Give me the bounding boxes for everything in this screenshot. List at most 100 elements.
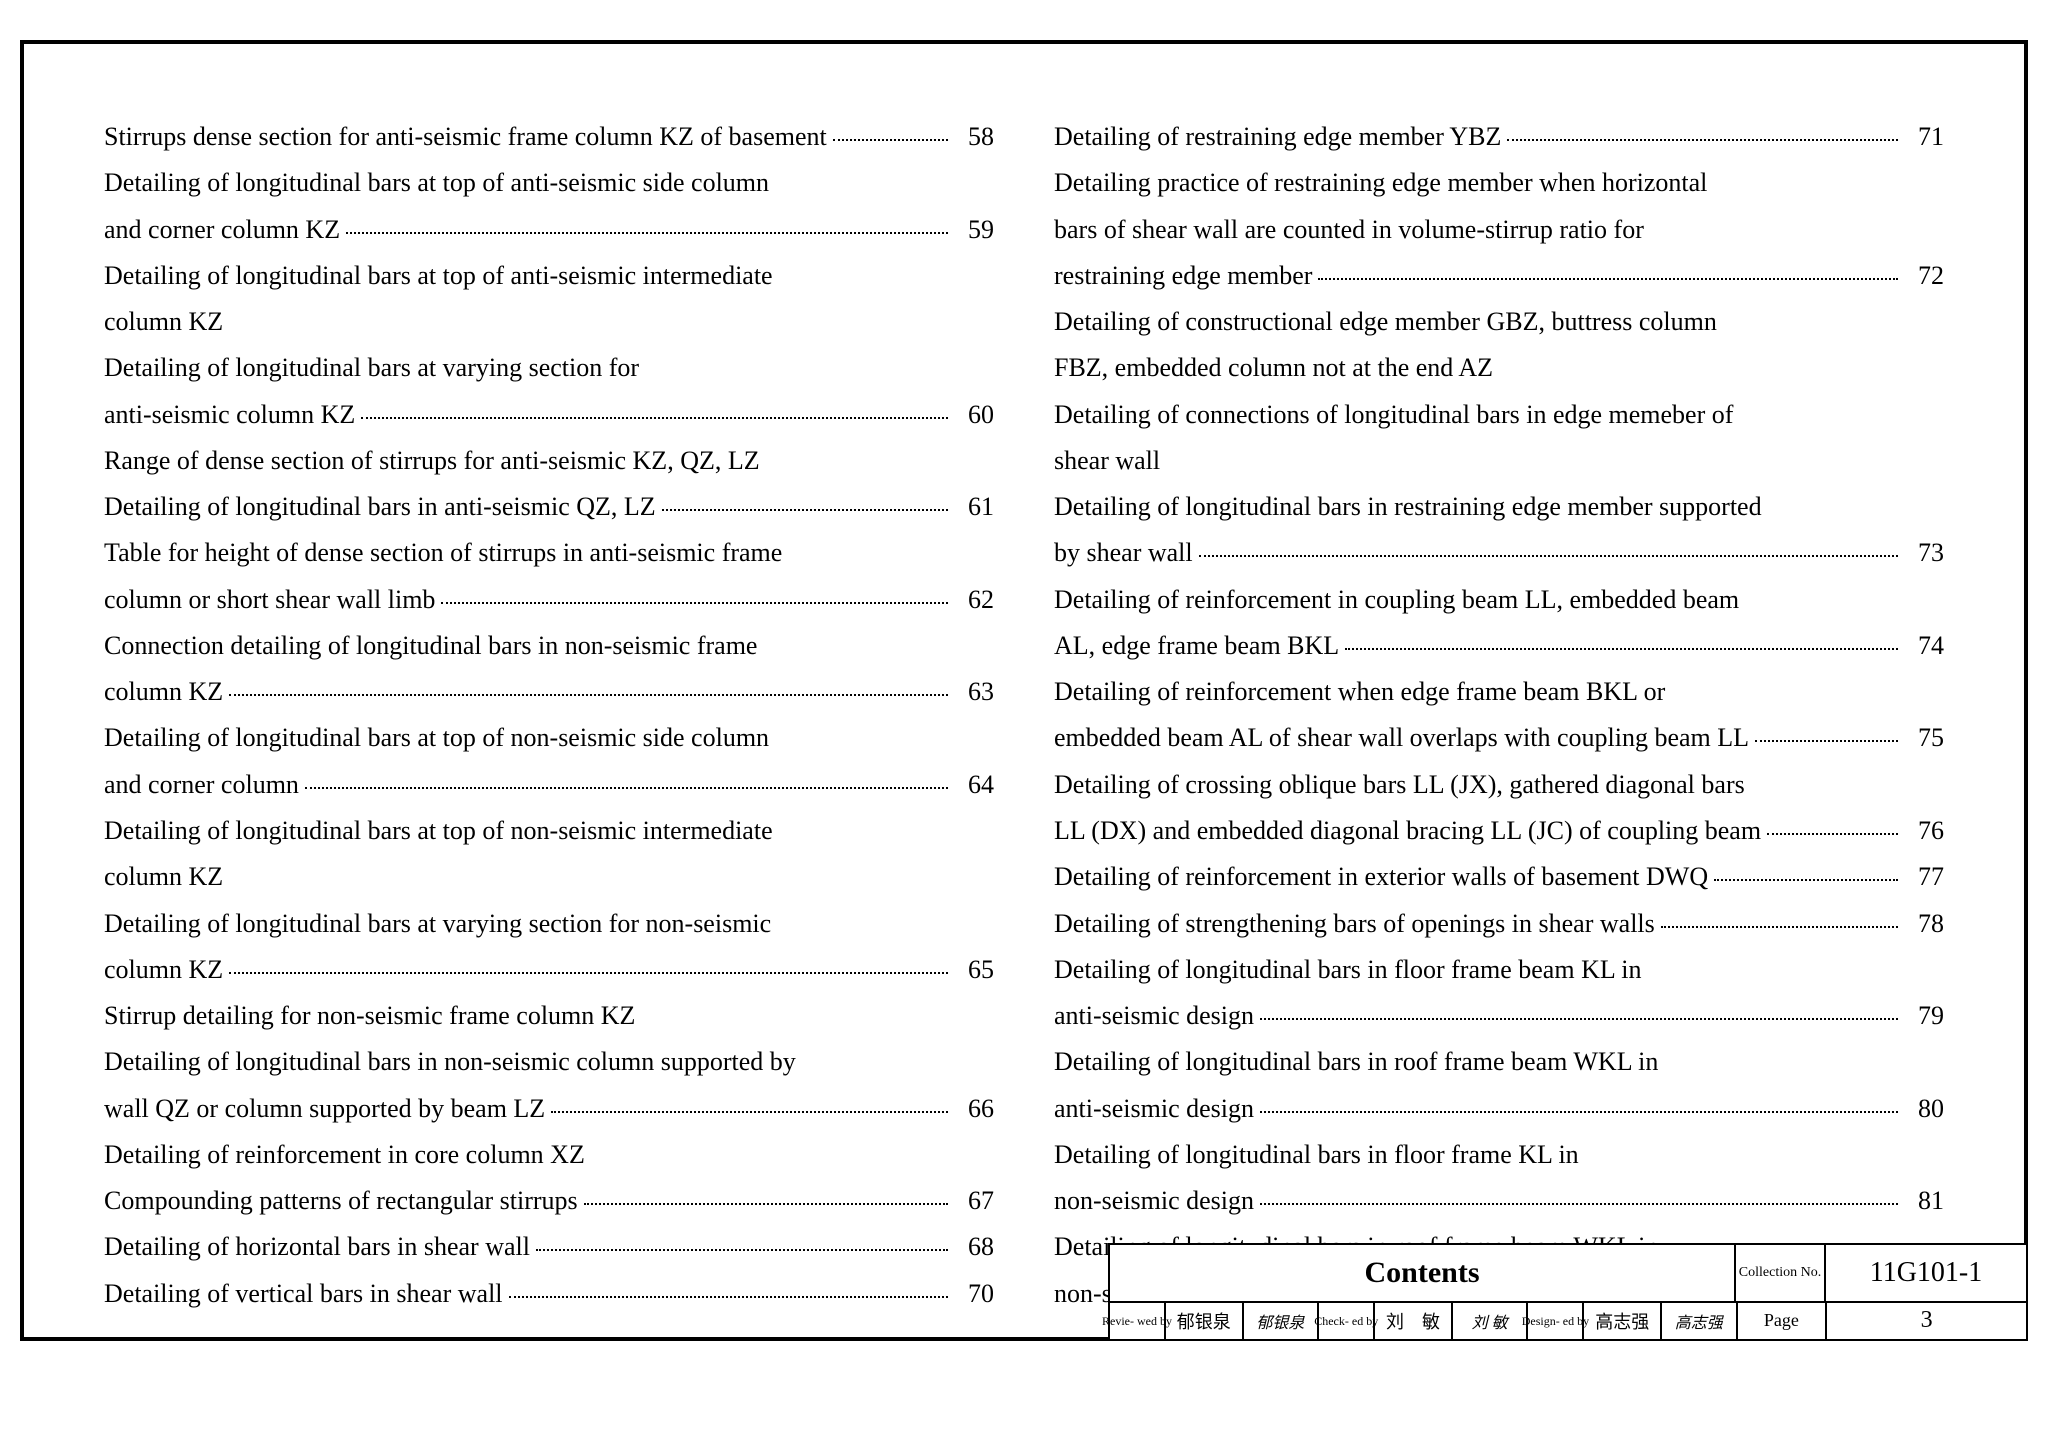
toc-text: LL (DX) and embedded diagonal bracing LL… (1054, 808, 1761, 854)
toc-leader-dots (551, 1111, 948, 1113)
toc-page-number: 65 (954, 947, 994, 993)
toc-text: anti-seismic column KZ (104, 392, 355, 438)
toc-text: AL, edge frame beam BKL (1054, 623, 1339, 669)
toc-page-number: 78 (1904, 901, 1944, 947)
checked-by-signature: 刘 敏 (1453, 1303, 1529, 1339)
toc-page-number: 68 (954, 1224, 994, 1270)
toc-column-right: Detailing of restraining edge member YBZ… (1054, 114, 1944, 1317)
toc-entry: and corner column KZ59 (104, 207, 994, 253)
toc-text: embedded beam AL of shear wall overlaps … (1054, 715, 1749, 761)
toc-leader-dots (1507, 139, 1898, 141)
toc-line: Detailing of longitudinal bars in floor … (1054, 1132, 1944, 1178)
toc-page-number: 81 (1904, 1178, 1944, 1224)
drawing-sheet: Stirrups dense section for anti-seismic … (20, 40, 2028, 1341)
toc-entry: Detailing of reinforcement in exterior w… (1054, 854, 1944, 900)
toc-entry: LL (DX) and embedded diagonal bracing LL… (1054, 808, 1944, 854)
toc-line: Detailing of reinforcement in coupling b… (1054, 577, 1944, 623)
toc-entry: and corner column 64 (104, 762, 994, 808)
toc-entry: Compounding patterns of rectangular stir… (104, 1178, 994, 1224)
toc-line: shear wall (1054, 438, 1944, 484)
toc-entry: column KZ 63 (104, 669, 994, 715)
toc-line: Detailing of longitudinal bars in non-se… (104, 1039, 994, 1085)
page-value: 3 (1827, 1303, 2026, 1339)
toc-page-number: 71 (1904, 114, 1944, 160)
toc-line: Detailing practice of restraining edge m… (1054, 160, 1944, 206)
toc-entry: embedded beam AL of shear wall overlaps … (1054, 715, 1944, 761)
title-block: Contents Collection No. 11G101-1 Revie- … (1108, 1243, 2028, 1341)
toc-line: FBZ, embedded column not at the end AZ (1054, 345, 1944, 391)
toc-page-number: 75 (1904, 715, 1944, 761)
toc-leader-dots (1661, 926, 1898, 928)
toc-leader-dots (1755, 740, 1898, 742)
checked-by-label: Check- ed by (1319, 1303, 1375, 1339)
toc-leader-dots (305, 787, 948, 789)
toc-page-number: 62 (954, 577, 994, 623)
toc-page-number: 70 (954, 1271, 994, 1317)
toc-leader-dots (1260, 1018, 1898, 1020)
toc-page-number: 74 (1904, 623, 1944, 669)
toc-entry: column or short shear wall limb62 (104, 577, 994, 623)
toc-leader-dots (1199, 555, 1898, 557)
toc-text: by shear wall (1054, 530, 1193, 576)
toc-leader-dots (1714, 879, 1898, 881)
toc-leader-dots (229, 972, 948, 974)
toc-entry: anti-seismic column KZ60 (104, 392, 994, 438)
toc-leader-dots (509, 1296, 948, 1298)
toc-entry: Detailing of restraining edge member YBZ… (1054, 114, 1944, 160)
toc-text: column KZ (104, 947, 223, 993)
designed-by-label: Design- ed by (1528, 1303, 1584, 1339)
toc-entry: by shear wall 73 (1054, 530, 1944, 576)
toc-line: Detailing of longitudinal bars at varyin… (104, 901, 994, 947)
toc-line: Detailing of longitudinal bars at top of… (104, 715, 994, 761)
toc-page-number: 61 (954, 484, 994, 530)
toc-text: and corner column KZ (104, 207, 340, 253)
toc-text: Detailing of strengthening bars of openi… (1054, 901, 1655, 947)
toc-page-number: 73 (1904, 530, 1944, 576)
toc-page-number: 76 (1904, 808, 1944, 854)
toc-line: Detailing of crossing oblique bars LL (J… (1054, 762, 1944, 808)
toc-entry: Stirrups dense section for anti-seismic … (104, 114, 994, 160)
toc-line: Detailing of connections of longitudinal… (1054, 392, 1944, 438)
toc-text: Detailing of longitudinal bars in anti-s… (104, 484, 656, 530)
toc-line: Connection detailing of longitudinal bar… (104, 623, 994, 669)
toc-page-number: 77 (1904, 854, 1944, 900)
collection-no-value: 11G101-1 (1826, 1245, 2026, 1301)
toc-columns: Stirrups dense section for anti-seismic … (104, 114, 1944, 1317)
toc-entry: anti-seismic design 80 (1054, 1086, 1944, 1132)
toc-text: Stirrups dense section for anti-seismic … (104, 114, 827, 160)
toc-text: anti-seismic design (1054, 1086, 1254, 1132)
toc-leader-dots (833, 139, 948, 141)
toc-line: Detailing of longitudinal bars in roof f… (1054, 1039, 1944, 1085)
toc-page-number: 64 (954, 762, 994, 808)
toc-leader-dots (1260, 1203, 1898, 1205)
toc-line: Detailing of longitudinal bars at top of… (104, 160, 994, 206)
toc-text: and corner column (104, 762, 299, 808)
toc-text: Detailing of restraining edge member YBZ (1054, 114, 1501, 160)
toc-leader-dots (1767, 833, 1898, 835)
toc-page-number: 63 (954, 669, 994, 715)
toc-leader-dots (536, 1249, 948, 1251)
toc-leader-dots (1318, 278, 1898, 280)
reviewed-by-label: Revie- wed by (1110, 1303, 1166, 1339)
toc-leader-dots (229, 694, 948, 696)
toc-text: Detailing of horizontal bars in shear wa… (104, 1224, 530, 1270)
toc-page-number: 79 (1904, 993, 1944, 1039)
toc-leader-dots (662, 509, 948, 511)
toc-text: column KZ (104, 669, 223, 715)
reviewed-by-signature: 郁银泉 (1244, 1303, 1320, 1339)
toc-text: restraining edge member (1054, 253, 1312, 299)
toc-page-number: 72 (1904, 253, 1944, 299)
toc-entry: restraining edge member 72 (1054, 253, 1944, 299)
toc-leader-dots (346, 232, 948, 234)
toc-line: Range of dense section of stirrups for a… (104, 438, 994, 484)
toc-text: non-seismic design (1054, 1178, 1254, 1224)
toc-page-number: 67 (954, 1178, 994, 1224)
toc-text: Detailing of reinforcement in exterior w… (1054, 854, 1708, 900)
toc-page-number: 80 (1904, 1086, 1944, 1132)
toc-entry: Detailing of vertical bars in shear wall… (104, 1271, 994, 1317)
title-contents: Contents (1110, 1245, 1736, 1301)
toc-line: Detailing of reinforcement when edge fra… (1054, 669, 1944, 715)
toc-line: Detailing of longitudinal bars at varyin… (104, 345, 994, 391)
toc-line: Stirrup detailing for non-seismic frame … (104, 993, 994, 1039)
toc-leader-dots (1260, 1111, 1898, 1113)
